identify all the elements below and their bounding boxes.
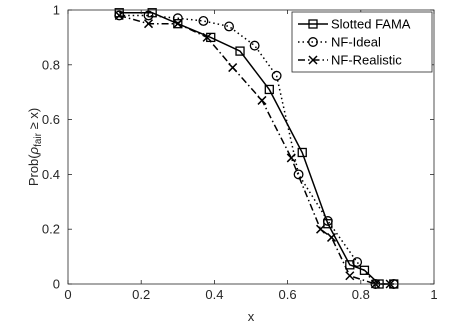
y-label-prefix: Prob( [26,154,41,186]
x-marker-stroke [228,63,238,73]
x-marker-stroke [173,19,183,29]
data-point [297,147,307,158]
data-point [286,153,296,163]
data-point [202,32,212,42]
series-nf-realistic [114,10,395,289]
legend-marker [308,19,318,29]
legend-item: Slotted FAMA [298,17,411,32]
data-point [198,16,209,26]
data-point [257,95,267,105]
legend: Slotted FAMA NF-Ideal NF-Realistic [291,11,433,73]
axes-box [67,9,435,285]
data-point [293,169,304,180]
x-tick-label: 0.2 [132,287,150,302]
data-point [143,10,154,21]
data-point [143,19,154,29]
x-marker-stroke [257,95,267,105]
data-point [114,10,124,21]
x-tick-label: 0 [64,287,71,302]
x-marker-stroke [143,19,154,29]
x-marker-stroke [114,10,124,21]
data-point [224,21,234,32]
y-tick-label: 0.4 [42,167,60,182]
y-tick-label: 0.2 [42,222,60,237]
data-point [345,271,355,281]
data-point [322,216,333,226]
y-tick-label: 1 [53,3,60,18]
legend-label: NF-Realistic [331,53,402,68]
x-marker-stroke [345,271,355,281]
x-marker-stroke [316,224,326,234]
legend-item: NF-Ideal [298,35,381,50]
y-label-suffix: ≥ x) [26,108,41,133]
data-point [249,40,260,51]
legend-item: NF-Realistic [298,53,402,68]
legend-label: Slotted FAMA [331,17,411,32]
y-tick-label: 0.8 [42,57,60,72]
legend-marker [308,55,318,65]
ticks-layer: 0 0.2 0.4 0.6 0.8 1 0 0.2 0.4 0.6 0.8 1 [42,3,438,303]
legend-marker [308,37,318,47]
data-point [271,70,282,81]
data-point [264,84,274,95]
y-tick-label: 0.6 [42,112,60,127]
data-point [235,46,245,56]
data-point [173,19,183,29]
legend-label: NF-Ideal [331,35,381,50]
y-label-symbol: ρ [26,146,41,155]
series-line [118,14,391,285]
y-tick-label: 0 [53,277,60,292]
x-marker-stroke [286,153,296,163]
y-label-subscript: fair [33,132,44,147]
data-point [352,257,363,268]
data-point [228,63,238,73]
data-point [172,13,183,24]
series-layer [114,8,399,289]
x-marker-stroke [308,55,318,65]
x-axis-label: x [248,309,255,324]
data-point [316,224,326,234]
data-point [326,232,337,242]
data-point [359,265,370,275]
x-tick-label: 0.4 [205,287,223,302]
data-point [173,19,183,29]
data-point [114,10,125,21]
x-marker-stroke [326,232,337,242]
y-axis-label: Prob(ρfair ≥ x) [26,108,44,186]
x-tick-label: 0.8 [352,287,370,302]
x-marker-stroke [202,32,212,42]
x-tick-label: 0.6 [279,287,297,302]
x-tick-label: 1 [430,287,437,302]
